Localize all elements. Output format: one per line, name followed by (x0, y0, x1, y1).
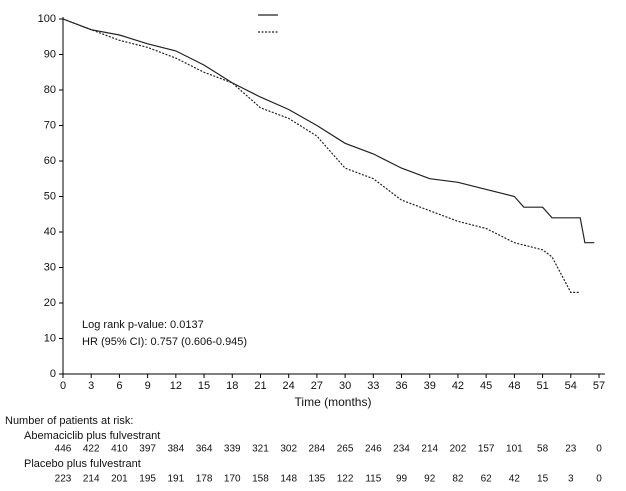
x-axis-label: Time (months) (295, 395, 372, 409)
x-tick-label: 33 (367, 380, 379, 392)
risk-value: 265 (337, 444, 354, 455)
risk-value: 42 (509, 474, 521, 485)
risk-value: 23 (565, 444, 577, 455)
x-tick-label: 18 (226, 380, 238, 392)
x-tick-label: 9 (145, 380, 151, 392)
x-tick-label: 30 (339, 380, 351, 392)
risk-value: 115 (365, 474, 381, 485)
y-tick-label: 100 (38, 13, 56, 25)
y-tick-label: 70 (44, 119, 56, 131)
risk-value: 178 (196, 474, 213, 485)
risk-value: 446 (55, 444, 72, 455)
survival-curve (62, 18, 595, 244)
risk-value: 158 (252, 474, 269, 485)
y-tick-label: 30 (44, 261, 56, 273)
x-tick-label: 3 (88, 380, 94, 392)
risk-value: 99 (396, 474, 408, 485)
risk-value: 58 (537, 444, 549, 455)
x-tick-label: 0 (60, 380, 66, 392)
risk-value: 302 (280, 444, 297, 455)
risk-value: 397 (139, 444, 156, 455)
risk-value: 284 (309, 444, 326, 455)
x-tick-label: 54 (565, 380, 577, 392)
risk-row-label: Abemaciclib plus fulvestrant (24, 430, 160, 442)
risk-value: 201 (111, 474, 128, 485)
x-tick-label: 57 (593, 380, 605, 392)
risk-value: 15 (537, 474, 549, 485)
x-tick-label: 27 (311, 380, 323, 392)
x-tick-label: 15 (198, 380, 210, 392)
x-tick-label: 51 (536, 380, 548, 392)
risk-value: 234 (393, 444, 410, 455)
risk-value: 92 (424, 474, 436, 485)
annotation: HR (95% CI): 0.757 (0.606-0.945) (82, 336, 247, 348)
risk-value: 122 (337, 474, 354, 485)
risk-value: 202 (450, 444, 467, 455)
risk-value: 339 (224, 444, 241, 455)
y-tick-label: 10 (44, 332, 56, 344)
risk-value: 246 (365, 444, 382, 455)
y-tick-label: 90 (44, 48, 56, 60)
risk-value: 170 (224, 474, 241, 485)
risk-value: 148 (280, 474, 297, 485)
risk-value: 384 (167, 444, 184, 455)
risk-table-title: Number of patients at risk: (5, 415, 133, 427)
risk-value: 223 (55, 474, 72, 485)
risk-value: 364 (196, 444, 213, 455)
risk-value: 214 (83, 474, 100, 485)
y-tick-label: 80 (44, 84, 56, 96)
risk-value: 82 (452, 474, 464, 485)
x-tick-label: 24 (283, 380, 295, 392)
survival-curve (62, 18, 581, 293)
risk-value: 0 (596, 474, 602, 485)
x-tick-label: 48 (508, 380, 520, 392)
risk-value: 410 (111, 444, 128, 455)
risk-value: 101 (506, 444, 523, 455)
x-tick-label: 42 (452, 380, 464, 392)
risk-value: 3 (568, 474, 574, 485)
x-tick-label: 45 (480, 380, 492, 392)
y-tick-label: 50 (44, 190, 56, 202)
risk-value: 321 (252, 444, 269, 455)
y-tick-label: 0 (50, 368, 56, 380)
risk-value: 135 (309, 474, 326, 485)
annotation: Log rank p-value: 0.0137 (82, 319, 204, 331)
y-tick-label: 20 (44, 297, 56, 309)
risk-value: 191 (167, 474, 184, 485)
risk-value: 0 (596, 444, 602, 455)
risk-value: 422 (83, 444, 100, 455)
risk-value: 157 (478, 444, 495, 455)
y-tick-label: 40 (44, 226, 56, 238)
risk-value: 214 (421, 444, 438, 455)
risk-value: 62 (481, 474, 493, 485)
y-tick-label: 60 (44, 155, 56, 167)
x-tick-label: 36 (395, 380, 407, 392)
x-tick-label: 39 (424, 380, 436, 392)
risk-value: 195 (139, 474, 156, 485)
x-tick-label: 6 (116, 380, 122, 392)
x-tick-label: 12 (170, 380, 182, 392)
x-tick-label: 21 (254, 380, 266, 392)
risk-row-label: Placebo plus fulvestrant (24, 458, 141, 470)
